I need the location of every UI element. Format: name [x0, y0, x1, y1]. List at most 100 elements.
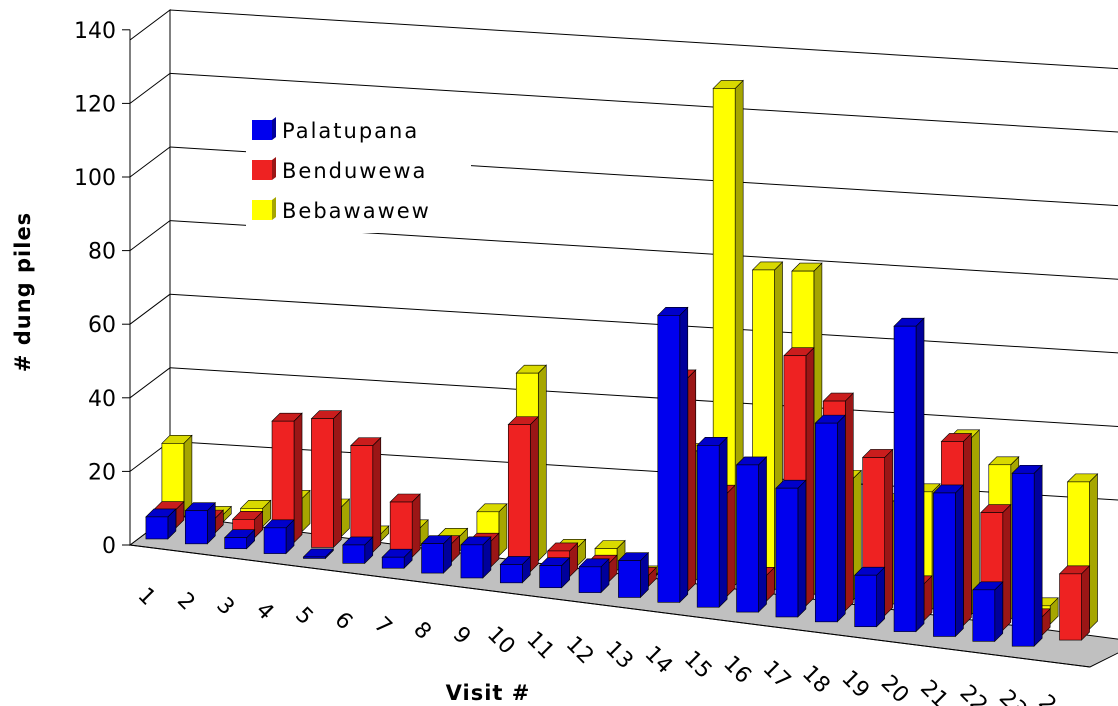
- y-tick-label: 120: [74, 92, 116, 117]
- bar-palatupana-20: [893, 317, 925, 633]
- gridline-side: [129, 293, 171, 325]
- bar-side: [955, 484, 964, 638]
- bar-front: [342, 544, 366, 564]
- bar-benduwewa-6: [350, 436, 382, 554]
- bar-front: [460, 544, 484, 579]
- bar-benduwewa-10: [507, 415, 540, 573]
- x-tick-label: 2: [172, 588, 200, 616]
- bar-front: [893, 325, 917, 632]
- bar-palatupana-14: [657, 306, 689, 604]
- bar-palatupana-5: [302, 548, 335, 560]
- gridline-side: [129, 146, 171, 178]
- bar-palatupana-9: [460, 536, 492, 579]
- bar-front: [421, 543, 444, 574]
- x-tick-label: 11: [521, 627, 558, 664]
- x-axis-line: [129, 544, 1091, 668]
- legend-swatch-side: [272, 117, 276, 140]
- bar-front: [1011, 472, 1035, 647]
- bar-side: [529, 415, 539, 573]
- bar-side: [915, 317, 925, 633]
- bar-side: [844, 392, 854, 612]
- x-tick-label: 14: [640, 642, 677, 679]
- bar-front: [618, 560, 641, 598]
- x-tick-label: 16: [718, 651, 755, 688]
- x-tick-label: 17: [758, 656, 795, 693]
- x-tick-label: 3: [211, 593, 239, 621]
- bar-side: [994, 581, 1004, 643]
- bar-palatupana-13: [617, 551, 650, 599]
- legend: Palatupana Benduwewa Bebawawew: [246, 108, 471, 233]
- bar-side: [1081, 565, 1090, 641]
- bar-palatupana-4: [263, 519, 295, 555]
- bar-side: [718, 436, 728, 608]
- bar-front: [507, 424, 531, 573]
- bar-side: [1033, 464, 1043, 647]
- bar-front: [184, 510, 208, 545]
- bar-palatupana-21: [932, 484, 965, 638]
- bar-palatupana-6: [342, 536, 374, 565]
- bar-front: [263, 527, 287, 554]
- bar-side: [687, 369, 697, 593]
- bar-side: [498, 503, 508, 557]
- y-tick-label: 0: [102, 534, 116, 559]
- legend-label: Bebawawew: [282, 199, 431, 223]
- bar-palatupana-19: [853, 566, 886, 628]
- bar-side: [726, 484, 736, 597]
- bar-side: [876, 566, 885, 628]
- bar-benduwewa-24: [1058, 565, 1091, 641]
- x-tick-label: 15: [679, 646, 716, 683]
- legend-label: Palatupana: [282, 119, 419, 143]
- bar-side: [797, 479, 807, 618]
- bar-side: [1002, 503, 1012, 632]
- y-tick-label: 40: [88, 387, 116, 412]
- bar-side: [884, 448, 893, 617]
- bar-side: [183, 434, 193, 518]
- y-tick-label: 100: [74, 166, 116, 191]
- bar-benduwewa-7: [389, 493, 421, 558]
- bar-palatupana-18: [814, 414, 847, 623]
- x-tick-label: 7: [369, 612, 397, 640]
- x-tick-label: 9: [448, 622, 476, 650]
- bar-palatupana-16: [735, 456, 768, 613]
- bar-front: [381, 556, 405, 569]
- bar-palatupana-17: [775, 479, 807, 618]
- bar-front: [1059, 573, 1082, 641]
- x-tick-label: 10: [482, 622, 519, 659]
- bar-front: [311, 418, 334, 548]
- x-tick-label: 1: [133, 583, 161, 611]
- bar-palatupana-7: [381, 548, 413, 569]
- x-tick-label: 22: [955, 681, 992, 706]
- bar-side: [411, 493, 421, 558]
- bar-side: [836, 414, 846, 623]
- bar-bebawawew-1: [161, 434, 193, 518]
- y-axis: 0 20 40 60 80 100 120 140: [74, 19, 131, 559]
- bar-front: [145, 516, 169, 540]
- y-tick-label: 140: [74, 19, 116, 44]
- gridline-side: [129, 73, 171, 104]
- legend-swatch: [252, 200, 272, 220]
- gridline-side: [129, 367, 171, 399]
- x-tick-label: 24: [1033, 690, 1070, 706]
- x-tick-label: 6: [329, 607, 357, 635]
- bar-front: [972, 589, 996, 642]
- bar-benduwewa-4: [271, 412, 303, 544]
- y-tick-label: 20: [88, 460, 116, 485]
- bar-front: [350, 445, 374, 553]
- bar-front: [814, 422, 838, 623]
- x-tick-label: 20: [876, 671, 913, 706]
- y-tick-label: 60: [88, 313, 116, 338]
- bar-side: [333, 409, 342, 549]
- bar-side: [758, 456, 767, 613]
- legend-swatch: [252, 160, 272, 180]
- legend-swatch-side: [272, 197, 276, 220]
- bar-palatupana-1: [145, 508, 177, 540]
- bar-palatupana-3: [223, 528, 256, 550]
- bars: [145, 79, 1099, 647]
- bar-front: [539, 565, 562, 589]
- gridline: [169, 72, 1118, 133]
- bar-palatupana-11: [538, 556, 571, 589]
- bar-palatupana-12: [578, 558, 610, 594]
- x-tick-label: 5: [290, 603, 318, 631]
- bar-side: [372, 436, 382, 554]
